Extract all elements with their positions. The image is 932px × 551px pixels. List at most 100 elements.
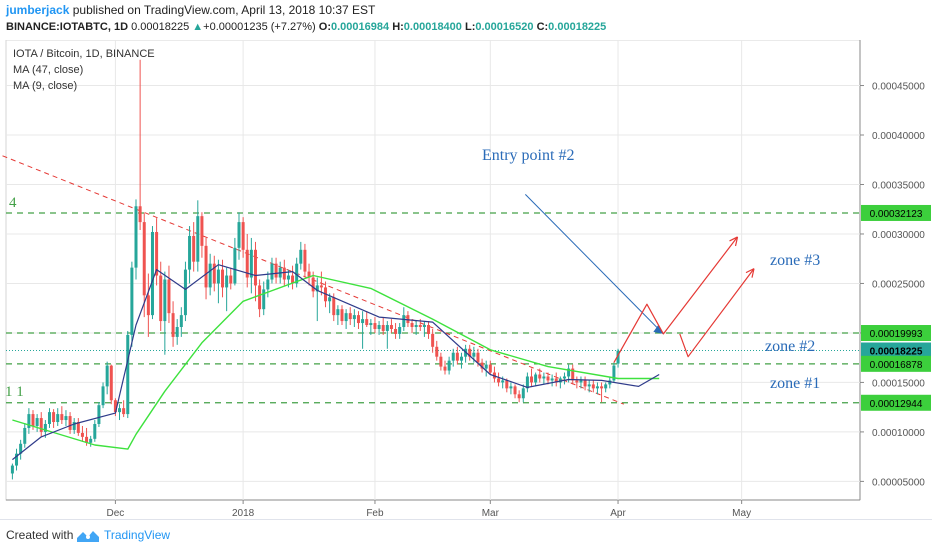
candle-body bbox=[253, 249, 257, 286]
candle-body bbox=[118, 408, 122, 413]
x-tick-label: May bbox=[732, 508, 751, 519]
candle-body bbox=[604, 384, 608, 389]
projection-path-2 bbox=[679, 268, 755, 358]
candle-body bbox=[344, 313, 348, 322]
candle-body bbox=[402, 315, 406, 328]
candle-body bbox=[369, 323, 373, 326]
candle-body bbox=[80, 432, 84, 437]
candle-body bbox=[200, 216, 204, 246]
candle-body bbox=[377, 325, 381, 329]
price-tag bbox=[861, 394, 931, 411]
candle-body bbox=[340, 309, 344, 322]
candle-body bbox=[105, 365, 109, 387]
price-tag-label: 0.00032123 bbox=[870, 209, 923, 220]
candle-body bbox=[534, 374, 538, 383]
author-link[interactable]: jumberjack bbox=[6, 3, 70, 17]
candle-body bbox=[122, 408, 126, 415]
candle-body bbox=[126, 334, 130, 415]
open-value: 0.00016984 bbox=[331, 21, 390, 33]
y-tick-label: 0.00045000 bbox=[872, 82, 925, 93]
candle-body bbox=[550, 378, 554, 381]
y-tick-label: 0.00040000 bbox=[872, 131, 925, 142]
tradingview-logo-icon[interactable] bbox=[76, 526, 100, 544]
candle-body bbox=[303, 249, 307, 272]
candle-body bbox=[455, 352, 459, 361]
candle-body bbox=[616, 350, 620, 364]
candle-body bbox=[311, 277, 315, 292]
candle-body bbox=[60, 414, 64, 421]
candle-body bbox=[175, 327, 179, 337]
candle-body bbox=[356, 315, 360, 324]
candle-body bbox=[208, 263, 212, 288]
candle-body bbox=[286, 275, 290, 280]
entry-arrowhead-icon bbox=[653, 324, 664, 334]
candle-body bbox=[332, 297, 336, 316]
candle-body bbox=[414, 325, 418, 328]
x-tick-label: 2018 bbox=[232, 508, 255, 519]
candle-body bbox=[31, 414, 35, 426]
ohlc-line: BINANCE:IOTABTC, 1D 0.00018225 ▲+0.00001… bbox=[6, 21, 606, 33]
candle-body bbox=[513, 386, 517, 395]
candle-body bbox=[10, 465, 14, 474]
candle-body bbox=[89, 438, 93, 443]
candle-body bbox=[56, 414, 60, 423]
low-value: 0.00016520 bbox=[475, 21, 534, 33]
x-tick-label: Apr bbox=[610, 508, 626, 519]
candle-body bbox=[52, 412, 56, 423]
candle-body bbox=[23, 427, 27, 444]
price-chart[interactable]: 0.000050000.000100000.000150000.00020000… bbox=[0, 40, 932, 519]
price-tag bbox=[861, 325, 931, 342]
y-tick-label: 0.00005000 bbox=[872, 477, 925, 488]
projection-arrowhead-icon bbox=[745, 268, 755, 278]
candle-body bbox=[352, 315, 356, 320]
candle-body bbox=[216, 269, 220, 284]
candle-body bbox=[488, 364, 492, 373]
candle-body bbox=[204, 245, 208, 288]
candle-body bbox=[554, 378, 558, 383]
candle-body bbox=[468, 348, 472, 357]
candle-body bbox=[439, 356, 443, 367]
tradingview-brand[interactable]: TradingView bbox=[104, 528, 171, 542]
candle-body bbox=[587, 384, 591, 387]
candle-body bbox=[459, 356, 463, 361]
candle-body bbox=[595, 386, 599, 389]
candle-body bbox=[373, 323, 377, 329]
ma9-line bbox=[12, 264, 660, 461]
candle-body bbox=[179, 315, 183, 328]
candle-body bbox=[47, 412, 51, 424]
candle-body bbox=[138, 206, 142, 223]
candle-body bbox=[394, 328, 398, 334]
candle-body bbox=[410, 323, 414, 328]
legend-ma47: MA (47, close) bbox=[13, 64, 83, 76]
y-tick-label: 0.00035000 bbox=[872, 180, 925, 191]
candle-body bbox=[93, 423, 97, 439]
price-tag-label: 0.00012944 bbox=[870, 399, 923, 410]
x-tick-label: Dec bbox=[107, 508, 125, 519]
symbol-label: BINANCE:IOTABTC, 1D bbox=[6, 21, 129, 33]
candle-body bbox=[348, 313, 352, 320]
last-price: 0.00018225 bbox=[131, 21, 190, 33]
candle-body bbox=[484, 364, 488, 369]
candle-body bbox=[282, 267, 286, 280]
candle-body bbox=[472, 352, 476, 357]
candle-body bbox=[315, 285, 319, 292]
candle-body bbox=[567, 368, 571, 377]
candle-body bbox=[530, 376, 534, 383]
level-label-1: 1 1 bbox=[5, 384, 24, 400]
candle-body bbox=[188, 235, 192, 270]
candle-body bbox=[270, 263, 274, 280]
candle-body bbox=[521, 388, 525, 399]
candle-body bbox=[183, 269, 187, 316]
annotation-zone-1: zone #1 bbox=[770, 375, 820, 392]
candle-body bbox=[233, 247, 237, 284]
candle-body bbox=[167, 279, 171, 314]
candle-body bbox=[291, 275, 295, 284]
candle-body bbox=[299, 249, 303, 264]
candle-body bbox=[245, 249, 249, 278]
open-label: O: bbox=[318, 21, 331, 33]
y-tick-label: 0.00025000 bbox=[872, 279, 925, 290]
candle-body bbox=[525, 376, 529, 389]
candle-body bbox=[295, 263, 299, 284]
candle-body bbox=[15, 453, 19, 466]
candle-body bbox=[43, 423, 47, 432]
